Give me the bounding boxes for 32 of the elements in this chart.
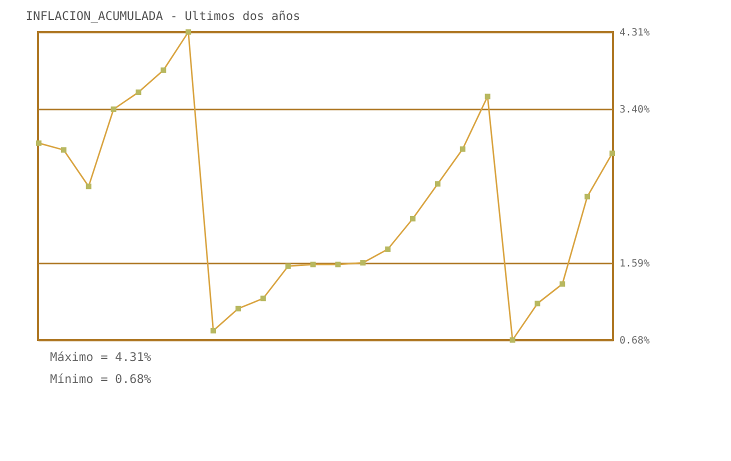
point <box>360 260 366 266</box>
point <box>36 140 42 146</box>
point <box>60 147 66 153</box>
point <box>385 246 391 252</box>
point <box>136 90 142 95</box>
point <box>210 328 216 334</box>
y-tick-label: 1.59% <box>620 258 650 270</box>
y-tick-label: 0.68% <box>620 336 650 346</box>
point <box>410 216 416 222</box>
point <box>584 194 590 200</box>
point <box>610 150 615 156</box>
point <box>186 29 192 35</box>
point <box>460 146 466 152</box>
text: Mínimo = 0.68% <box>50 372 152 386</box>
point <box>260 296 266 302</box>
point <box>510 337 516 343</box>
point <box>534 300 540 306</box>
point <box>310 262 316 268</box>
point <box>110 106 116 112</box>
point <box>434 181 440 187</box>
point <box>560 281 566 287</box>
point <box>285 263 291 269</box>
chart-title: INFLACION_ACUMULADA - Ultimos dos años <box>26 9 300 23</box>
point <box>484 94 490 100</box>
point <box>235 306 241 312</box>
y-tick-label: 3.40% <box>620 104 650 116</box>
point <box>86 184 92 190</box>
point <box>335 262 341 268</box>
y-tick-label: 4.31% <box>620 28 650 38</box>
point <box>160 67 166 73</box>
text: Máximo = 4.31% <box>50 350 152 364</box>
line-series <box>36 29 615 343</box>
